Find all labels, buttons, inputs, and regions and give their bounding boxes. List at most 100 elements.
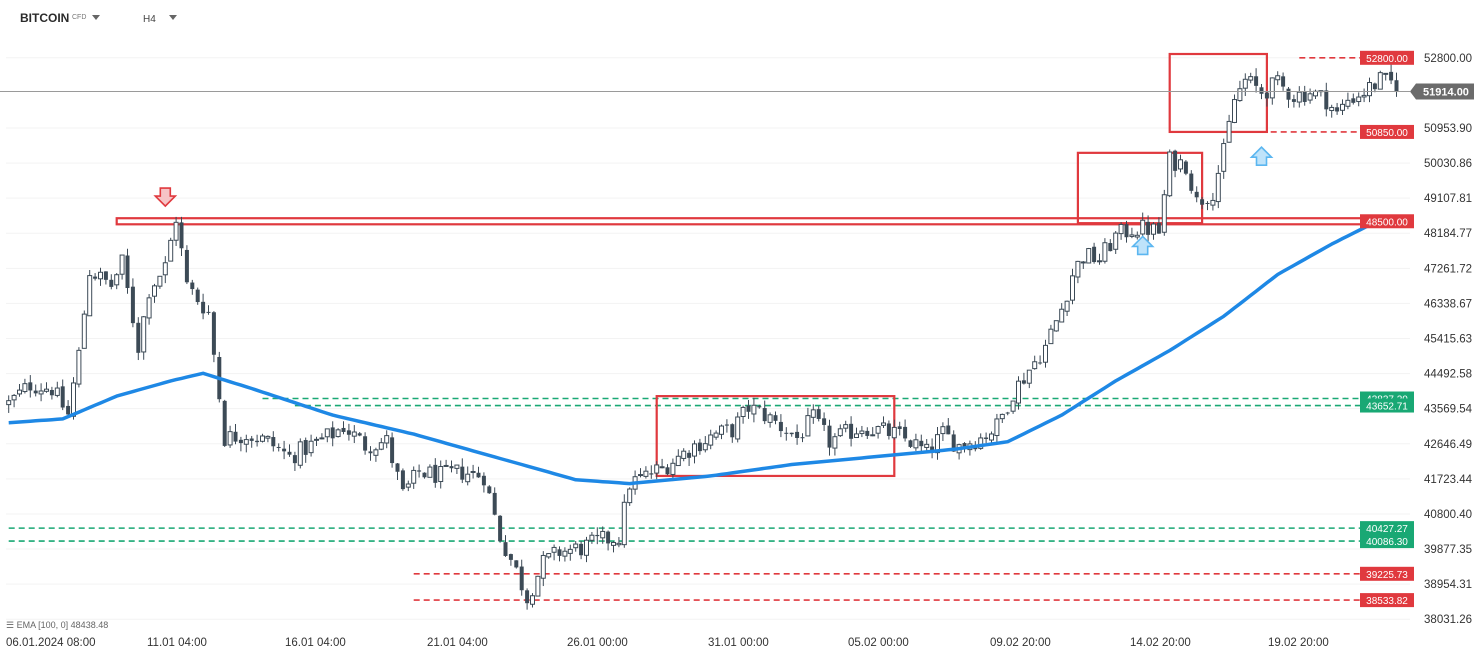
candle-body-up: [465, 473, 471, 483]
candle: [1286, 86, 1291, 108]
level-label-bg: [1360, 214, 1414, 229]
candle: [670, 458, 676, 482]
candle-body-up: [627, 488, 633, 504]
candle: [805, 407, 811, 437]
candle: [757, 404, 762, 409]
candle-body-down: [395, 463, 400, 472]
candle-body-up: [805, 415, 811, 437]
candle: [411, 466, 417, 489]
candle-body-up: [854, 433, 859, 439]
candle-body-down: [1281, 76, 1286, 87]
candle: [417, 464, 422, 478]
candle-body-up: [1232, 99, 1237, 123]
candle: [1340, 99, 1345, 115]
resistance-band: [115, 217, 1412, 226]
candle-body-down: [595, 534, 600, 537]
level-label-text: 50850.00: [1366, 128, 1408, 139]
candle-body-up: [611, 541, 616, 546]
candle: [1345, 92, 1351, 110]
candle: [1059, 303, 1065, 323]
candle-body-down: [908, 440, 913, 447]
candle-body-up: [1242, 78, 1248, 89]
level-label-bg: [1360, 534, 1414, 549]
candle-body-up: [1010, 400, 1016, 412]
candle-body-up: [1134, 234, 1140, 238]
candle-body-up: [71, 382, 76, 417]
candle: [994, 413, 1000, 444]
signal-arrows: [153, 146, 1274, 256]
candle-body-down: [1183, 161, 1188, 174]
candle-body-up: [1080, 261, 1086, 264]
candle-body-up: [708, 434, 714, 446]
candle-body-up: [891, 426, 897, 439]
candle-body-up: [600, 530, 606, 539]
candle: [1313, 89, 1318, 99]
candle-body-up: [146, 297, 152, 319]
candle-body-up: [1361, 94, 1367, 98]
candle: [1075, 260, 1081, 284]
candle: [956, 443, 962, 460]
arrow-up-icon: [1249, 146, 1274, 166]
candle: [173, 216, 179, 246]
candle-body-down: [984, 437, 989, 440]
candle: [1389, 64, 1394, 85]
symbol-selector[interactable]: BITCOIN: [20, 11, 70, 25]
candle: [600, 526, 606, 544]
timeframe-selector[interactable]: H4: [143, 14, 156, 25]
ema-legend: ☰ EMA [100, 0] 48438.48: [6, 620, 108, 631]
candle: [730, 423, 735, 443]
candle-body-down: [1324, 90, 1329, 110]
candle: [606, 530, 611, 551]
candle: [351, 425, 357, 444]
candle-body-up: [659, 466, 665, 469]
candle: [1200, 196, 1205, 209]
candle: [282, 440, 287, 460]
candle: [1021, 372, 1026, 385]
candle-body-down: [125, 255, 130, 289]
y-tick-label: 39877.35: [1424, 544, 1472, 556]
candle: [119, 254, 125, 280]
candle: [832, 433, 838, 456]
candle-body-down: [962, 443, 967, 449]
candle-body-down: [238, 439, 243, 444]
candle-body-down: [103, 271, 108, 280]
candle: [1248, 72, 1254, 84]
candle: [692, 440, 697, 464]
x-tick-label: 14.02 20:00: [1130, 637, 1191, 649]
candle: [470, 464, 476, 479]
candle-body-down: [897, 426, 902, 430]
candle: [816, 406, 821, 422]
level-label: 40427.27: [1360, 521, 1414, 536]
candle-body-down: [849, 423, 854, 439]
candle-body-down: [498, 515, 503, 542]
candle: [152, 283, 157, 303]
candle-body-up: [638, 474, 643, 477]
candle-body-up: [1102, 242, 1108, 262]
candle-body-up: [935, 434, 940, 454]
candle: [1156, 217, 1161, 234]
candle: [659, 458, 665, 469]
timeframe-dropdown-icon[interactable]: [169, 15, 177, 20]
candle: [195, 287, 200, 305]
candle-body-down: [233, 431, 238, 442]
symbol-dropdown-icon[interactable]: [92, 15, 100, 20]
candle: [702, 436, 708, 453]
candle-body-down: [1302, 91, 1307, 102]
candle-body-up: [551, 546, 557, 553]
candle: [201, 293, 206, 320]
candle: [87, 270, 93, 317]
candle-body-down: [1194, 191, 1199, 198]
candle: [535, 575, 541, 597]
candle: [162, 256, 168, 284]
candle: [654, 461, 660, 480]
candle-body-down: [827, 425, 832, 448]
candle-body-up: [535, 575, 541, 597]
candle-body-down: [255, 440, 260, 443]
candle: [498, 515, 503, 543]
candle-body-down: [1173, 150, 1178, 171]
candle-body-down: [1389, 71, 1394, 81]
candle-body-up: [1075, 260, 1081, 278]
y-tick-label: 47261.72: [1424, 263, 1472, 275]
candle-body-up: [141, 316, 147, 353]
